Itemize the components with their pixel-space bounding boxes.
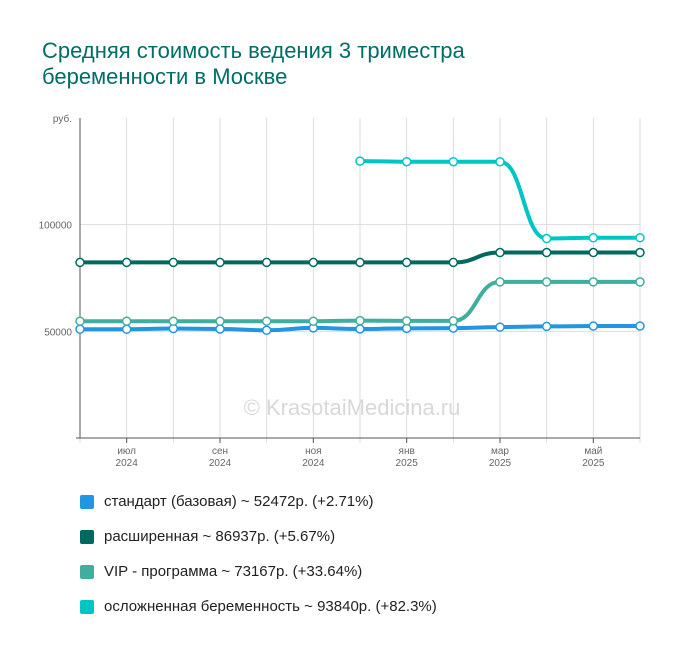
data-point-series-3 bbox=[588, 233, 599, 243]
data-point-series-2 bbox=[541, 277, 552, 287]
legend-swatch bbox=[80, 494, 94, 509]
y-unit-label: руб. bbox=[53, 113, 72, 125]
data-point-series-1 bbox=[495, 247, 505, 258]
x-tick-label-month: мар bbox=[491, 446, 509, 457]
x-tick-label-month: май bbox=[584, 446, 602, 457]
legend-swatch bbox=[80, 529, 94, 544]
chart-svg: 50000100000руб.июл2024сен2024ноя2024янв2… bbox=[39, 113, 645, 469]
data-point-series-1 bbox=[588, 247, 599, 258]
x-tick-label-year: 2024 bbox=[302, 458, 325, 469]
legend-label: расширенная ~ 86937р. (+5.67%) bbox=[104, 528, 336, 545]
data-point-series-3 bbox=[448, 156, 459, 167]
data-point-series-2 bbox=[401, 316, 412, 326]
x-tick-label-year: 2024 bbox=[209, 458, 232, 469]
legend-swatch bbox=[80, 564, 94, 579]
data-point-series-2 bbox=[215, 316, 225, 326]
legend-label: стандарт (базовая) ~ 52472р. (+2.71%) bbox=[104, 493, 374, 510]
data-point-series-0 bbox=[215, 324, 225, 334]
data-point-series-0 bbox=[121, 324, 132, 334]
data-point-series-3 bbox=[541, 233, 552, 244]
data-point-series-2 bbox=[308, 316, 319, 326]
data-point-series-0 bbox=[635, 321, 645, 331]
data-point-series-3 bbox=[635, 233, 645, 243]
data-point-series-0 bbox=[355, 324, 365, 334]
watermark: © KrasotaiMedicina.ru bbox=[244, 395, 461, 420]
legend-label: осложненная беременность ~ 93840р. (+82.… bbox=[104, 598, 437, 615]
data-point-series-3 bbox=[495, 156, 505, 167]
data-point-series-1 bbox=[215, 257, 225, 268]
data-point-series-2 bbox=[448, 316, 459, 326]
x-tick-label-year: 2025 bbox=[489, 458, 512, 469]
legend-item[interactable]: стандарт (базовая) ~ 52472р. (+2.71%) bbox=[80, 484, 437, 519]
data-point-series-1 bbox=[168, 257, 179, 268]
data-point-series-1 bbox=[75, 257, 85, 268]
chart-title-line-2: беременности в Москве bbox=[42, 64, 288, 89]
data-point-series-1 bbox=[401, 257, 412, 268]
data-point-series-1 bbox=[541, 247, 552, 258]
legend-item[interactable]: расширенная ~ 86937р. (+5.67%) bbox=[80, 519, 437, 554]
data-point-series-2 bbox=[635, 277, 645, 287]
data-point-series-2 bbox=[588, 277, 599, 287]
x-tick-label-year: 2024 bbox=[116, 458, 139, 469]
legend-item[interactable]: осложненная беременность ~ 93840р. (+82.… bbox=[80, 589, 437, 624]
chart-title: Средняя стоимость ведения 3 триместра бе… bbox=[42, 38, 642, 90]
data-point-series-3 bbox=[355, 156, 365, 166]
x-tick-label-month: сен bbox=[212, 446, 228, 457]
x-tick-label-month: янв bbox=[399, 446, 415, 457]
data-point-series-2 bbox=[75, 316, 85, 326]
data-point-series-0 bbox=[261, 325, 272, 336]
data-point-series-1 bbox=[355, 257, 365, 268]
data-point-series-0 bbox=[75, 324, 85, 334]
data-point-series-2 bbox=[121, 316, 132, 326]
x-tick-label-year: 2025 bbox=[582, 458, 605, 469]
data-point-series-1 bbox=[448, 257, 459, 268]
data-point-series-2 bbox=[495, 277, 505, 287]
data-point-series-3 bbox=[401, 156, 412, 167]
legend: стандарт (базовая) ~ 52472р. (+2.71%) рас… bbox=[80, 484, 437, 624]
x-tick-label-month: ноя bbox=[305, 446, 322, 457]
data-point-series-1 bbox=[121, 257, 132, 268]
legend-item[interactable]: VIP - программа ~ 73167р. (+33.64%) bbox=[80, 554, 437, 589]
data-point-series-0 bbox=[495, 322, 505, 332]
chart-title-line-1: Средняя стоимость ведения 3 триместра bbox=[42, 38, 465, 63]
data-point-series-1 bbox=[261, 257, 272, 268]
legend-swatch bbox=[80, 599, 94, 614]
data-point-series-1 bbox=[308, 257, 319, 268]
legend-label: VIP - программа ~ 73167р. (+33.64%) bbox=[104, 563, 363, 580]
data-point-series-2 bbox=[261, 316, 272, 326]
data-point-series-1 bbox=[635, 247, 645, 258]
data-point-series-2 bbox=[355, 315, 365, 326]
y-tick-label: 100000 bbox=[39, 221, 73, 232]
y-tick-label: 50000 bbox=[44, 327, 72, 338]
data-point-series-0 bbox=[541, 321, 552, 332]
data-point-series-2 bbox=[168, 316, 179, 326]
x-tick-label-year: 2025 bbox=[396, 458, 419, 469]
data-point-series-0 bbox=[588, 321, 599, 331]
x-tick-label-month: июл bbox=[117, 446, 136, 457]
